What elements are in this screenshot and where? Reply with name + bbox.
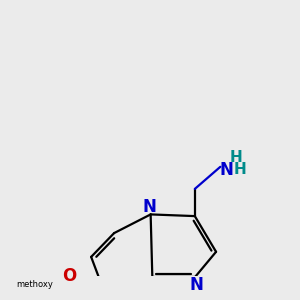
- Text: N: N: [189, 276, 203, 294]
- Text: N: N: [220, 160, 233, 178]
- Text: H: H: [230, 149, 242, 164]
- Text: O: O: [62, 267, 76, 285]
- Text: N: N: [142, 198, 156, 216]
- Text: methoxy: methoxy: [16, 280, 53, 289]
- Text: H: H: [234, 162, 246, 177]
